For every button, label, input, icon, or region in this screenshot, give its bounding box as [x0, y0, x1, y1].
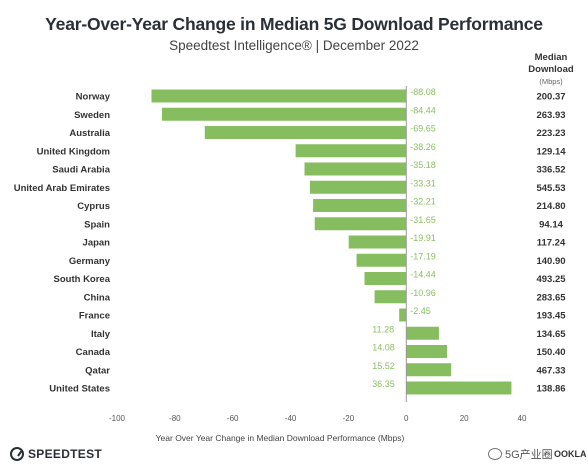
x-tick-label-2: -60 — [227, 414, 239, 423]
ookla-logo: OOKLA — [554, 449, 587, 459]
value-label-16: 36.35 — [372, 379, 395, 389]
x-tick-label-0: -100 — [109, 414, 126, 423]
value-label-4: -35.18 — [410, 160, 436, 170]
x-tick-label-5: 0 — [404, 414, 409, 423]
value-label-14: 14.08 — [372, 343, 395, 353]
median-download-12: 193.45 — [536, 311, 566, 322]
wechat-icon — [488, 448, 502, 460]
bar-10 — [364, 272, 407, 285]
bar-13 — [406, 326, 439, 340]
bar-1 — [162, 107, 407, 121]
chart-subtitle: Speedtest Intelligence® | December 2022 — [169, 38, 419, 53]
x-tick-label-6: 20 — [460, 414, 469, 423]
category-label-6: Cyprus — [77, 201, 110, 212]
median-download-7: 94.14 — [539, 219, 563, 230]
speedtest-logo: SPEEDTEST — [10, 447, 102, 461]
value-label-2: -69.65 — [410, 124, 436, 134]
x-tick-label-4: -20 — [343, 414, 355, 423]
bar-4 — [304, 162, 407, 176]
value-label-6: -32.21 — [410, 197, 436, 207]
value-label-7: -31.65 — [410, 215, 436, 225]
median-download-9: 140.90 — [536, 256, 565, 267]
category-label-15: Qatar — [85, 365, 110, 376]
bar-3 — [295, 144, 407, 158]
x-axis-label: Year Over Year Change in Median Download… — [156, 433, 405, 443]
median-download-13: 134.65 — [536, 329, 566, 340]
median-download-1: 263.93 — [536, 110, 565, 121]
value-label-11: -10.96 — [410, 288, 436, 298]
category-label-2: Australia — [69, 128, 110, 139]
category-label-4: Saudi Arabia — [52, 165, 110, 176]
value-label-8: -19.91 — [410, 233, 436, 243]
bar-6 — [313, 199, 407, 212]
median-download-15: 467.33 — [536, 365, 565, 376]
value-label-13: 11.28 — [372, 324, 394, 334]
bar-12 — [399, 308, 407, 322]
value-label-5: -33.31 — [410, 178, 436, 188]
value-label-1: -84.44 — [410, 105, 436, 115]
value-label-9: -17.19 — [410, 251, 436, 261]
bar-11 — [374, 290, 407, 304]
category-label-9: Germany — [69, 256, 111, 267]
median-download-14: 150.40 — [536, 347, 565, 358]
median-download-10: 493.25 — [536, 274, 566, 285]
value-label-0: -88.08 — [410, 87, 436, 97]
median-download-3: 129.14 — [536, 146, 566, 157]
bar-8 — [348, 235, 407, 249]
bar-2 — [204, 126, 407, 139]
median-download-5: 545.53 — [536, 183, 565, 194]
bar-16 — [406, 381, 512, 395]
bar-7 — [314, 217, 407, 231]
chart-title: Year-Over-Year Change in Median 5G Downl… — [45, 14, 543, 34]
median-download-8: 117.24 — [537, 238, 566, 249]
median-download-header: Median Download — [528, 52, 574, 75]
category-label-7: Spain — [84, 219, 110, 230]
category-label-8: Japan — [83, 238, 111, 249]
category-label-11: China — [84, 292, 111, 303]
x-tick-label-3: -40 — [285, 414, 297, 423]
x-tick-label-7: 40 — [518, 414, 527, 423]
bar-0 — [151, 89, 407, 103]
value-label-15: 15.52 — [372, 361, 395, 371]
speedtest-logo-text: SPEEDTEST — [28, 447, 103, 461]
watermark-text: 5G产业圈 — [505, 449, 553, 461]
median-download-6: 214.80 — [536, 201, 565, 212]
bar-5 — [309, 180, 407, 194]
median-download-2: 223.23 — [536, 128, 565, 139]
median-download-11: 283.65 — [536, 292, 566, 303]
value-label-3: -38.26 — [410, 142, 436, 152]
median-download-0: 200.37 — [536, 92, 565, 103]
category-label-5: United Arab Emirates — [14, 183, 110, 194]
median-download-16: 138.86 — [536, 384, 565, 395]
category-label-3: United Kingdom — [37, 146, 110, 157]
value-label-12: -2.45 — [410, 306, 431, 316]
median-download-unit: (Mbps) — [539, 77, 563, 86]
category-label-16: United States — [49, 384, 110, 395]
category-label-1: Sweden — [74, 110, 110, 121]
category-label-0: Norway — [76, 92, 111, 103]
bar-9 — [356, 253, 407, 267]
speedtest-gauge-icon — [10, 447, 24, 461]
median-download-4: 336.52 — [536, 165, 565, 176]
x-tick-label-1: -80 — [169, 414, 181, 423]
watermark: 5G产业圈 — [488, 446, 553, 462]
bar-15 — [406, 363, 452, 377]
category-label-10: South Korea — [54, 274, 111, 285]
value-label-10: -14.44 — [410, 270, 436, 280]
category-label-13: Italy — [91, 329, 111, 340]
category-label-14: Canada — [76, 347, 111, 358]
bar-14 — [406, 345, 448, 358]
category-label-12: France — [79, 311, 110, 322]
